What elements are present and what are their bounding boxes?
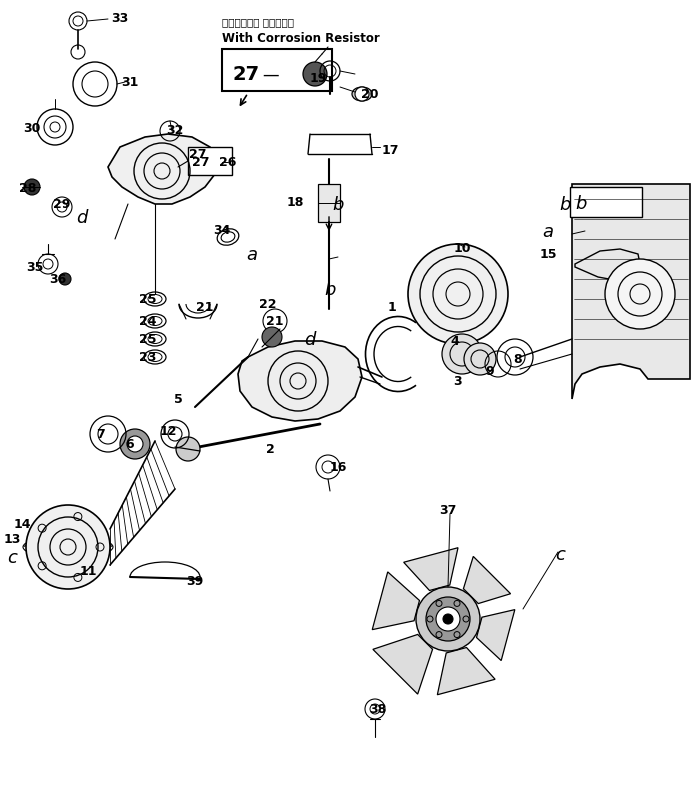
Text: 21: 21 (266, 315, 284, 328)
Polygon shape (373, 634, 433, 695)
Text: 35: 35 (27, 261, 43, 274)
Text: 13: 13 (4, 533, 21, 546)
Text: d: d (304, 330, 316, 349)
Text: 29: 29 (53, 198, 71, 211)
Circle shape (59, 273, 71, 286)
Text: 6: 6 (126, 438, 134, 451)
Circle shape (426, 597, 470, 642)
Text: 27: 27 (192, 156, 209, 169)
Text: 5: 5 (174, 393, 183, 406)
Text: 30: 30 (23, 121, 41, 134)
Circle shape (408, 245, 508, 345)
Text: 26: 26 (219, 156, 237, 169)
Text: 7: 7 (96, 428, 104, 441)
Circle shape (416, 587, 480, 651)
Ellipse shape (352, 88, 372, 102)
Text: 22: 22 (259, 298, 276, 311)
Text: 14: 14 (13, 518, 31, 531)
Polygon shape (438, 648, 495, 695)
Polygon shape (477, 610, 514, 661)
Bar (318, 184, 340, 223)
Text: 34: 34 (214, 223, 231, 237)
Text: 3: 3 (454, 375, 462, 388)
Polygon shape (238, 342, 362, 422)
Bar (188, 148, 232, 176)
Polygon shape (108, 135, 218, 205)
Circle shape (120, 429, 150, 460)
Circle shape (436, 607, 460, 631)
Circle shape (303, 63, 327, 87)
Bar (222, 50, 332, 92)
Text: 27: 27 (232, 66, 259, 84)
Text: 37: 37 (440, 503, 456, 516)
Text: 21: 21 (196, 301, 214, 314)
Text: 36: 36 (50, 273, 66, 286)
Text: 17: 17 (382, 144, 399, 156)
Text: c: c (555, 545, 565, 563)
Text: コロージョン レジスタ付: コロージョン レジスタ付 (222, 17, 294, 27)
Circle shape (464, 343, 496, 375)
Text: 20: 20 (361, 88, 379, 101)
Circle shape (176, 437, 200, 461)
Polygon shape (463, 557, 510, 604)
Text: 31: 31 (121, 76, 139, 89)
Text: 18: 18 (286, 195, 304, 209)
Text: 10: 10 (453, 241, 470, 254)
Circle shape (443, 614, 453, 624)
Bar (570, 188, 642, 217)
Text: 38: 38 (370, 703, 386, 715)
Text: 19: 19 (309, 71, 327, 84)
Text: b: b (575, 195, 587, 213)
Circle shape (605, 260, 675, 330)
Polygon shape (404, 548, 458, 591)
Text: —: — (262, 66, 279, 84)
Text: 4: 4 (451, 335, 459, 348)
Text: 12: 12 (160, 425, 177, 438)
Text: 33: 33 (111, 11, 129, 25)
Text: a: a (246, 245, 258, 264)
Circle shape (442, 334, 482, 375)
Text: 8: 8 (514, 353, 522, 366)
Text: 24: 24 (139, 315, 157, 328)
Text: 2: 2 (265, 443, 274, 456)
Text: b: b (559, 196, 570, 214)
Circle shape (262, 327, 282, 347)
Text: 28: 28 (20, 181, 36, 194)
Circle shape (127, 436, 143, 452)
Circle shape (26, 505, 110, 589)
Text: 11: 11 (79, 565, 97, 577)
Text: 9: 9 (486, 365, 494, 378)
Text: d: d (76, 209, 88, 227)
Polygon shape (572, 184, 690, 399)
Text: a: a (542, 223, 554, 241)
Text: 27: 27 (189, 148, 206, 161)
Text: c: c (7, 549, 17, 566)
Text: b: b (332, 196, 344, 214)
Text: b: b (324, 281, 336, 298)
Ellipse shape (203, 158, 227, 176)
Circle shape (355, 88, 369, 102)
Text: 39: 39 (186, 575, 204, 588)
Text: 15: 15 (539, 248, 556, 261)
Text: 23: 23 (139, 351, 157, 364)
Circle shape (24, 180, 40, 196)
Text: 25: 25 (139, 333, 157, 346)
Polygon shape (372, 572, 419, 630)
Polygon shape (575, 249, 640, 282)
Text: 32: 32 (167, 124, 183, 136)
Text: 16: 16 (329, 461, 346, 474)
Text: With Corrosion Resistor: With Corrosion Resistor (222, 31, 379, 44)
Text: 25: 25 (139, 294, 157, 306)
Text: 1: 1 (388, 301, 396, 314)
